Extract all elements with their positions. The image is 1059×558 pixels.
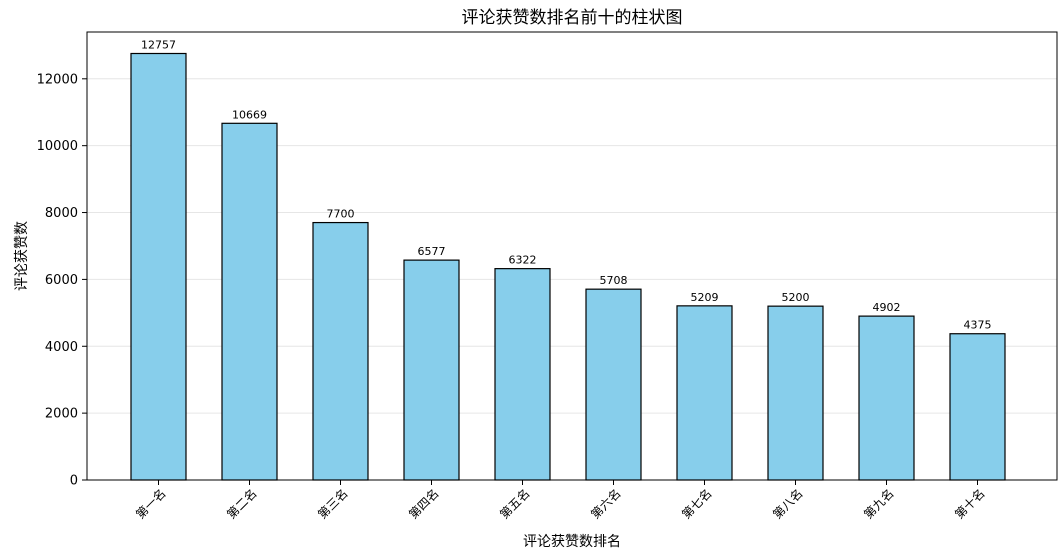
y-tick-label: 10000: [37, 139, 78, 154]
bar: [767, 305, 824, 481]
x-tick-label: 第十名: [952, 486, 988, 522]
x-tick-label: 第一名: [133, 486, 169, 522]
x-tick-label: 第七名: [679, 486, 715, 522]
bar-value-label: 5209: [691, 291, 719, 304]
bar-value-label: 4902: [873, 301, 901, 314]
bar-value-label: 12757: [141, 38, 176, 51]
y-tick-label: 8000: [45, 206, 78, 221]
bar-value-label: 6577: [418, 245, 446, 258]
y-tick-label: 6000: [45, 273, 78, 288]
bar-value-label: 5708: [600, 274, 628, 287]
chart-title: 评论获赞数排名前十的柱状图: [462, 8, 683, 28]
bar-value-label: 4375: [964, 319, 992, 332]
x-tick-label: 第五名: [497, 486, 533, 522]
x-tick-label: 第九名: [861, 486, 897, 522]
plot-frame: [86, 31, 1058, 481]
x-axis-ticks: 第一名 第二名 第三名 第四名 第五名 第六名 第七名 第八名 第九名 第十名: [133, 480, 988, 522]
x-axis-label: 评论获赞数排名: [523, 534, 621, 550]
x-tick-label: 第六名: [588, 486, 624, 522]
bars: [130, 52, 1006, 481]
bar: [221, 122, 278, 481]
y-axis-label: 评论获赞数: [14, 221, 30, 291]
x-tick-label: 第四名: [406, 486, 442, 522]
bar: [494, 268, 551, 481]
x-tick-label: 第八名: [770, 486, 806, 522]
y-tick-label: 2000: [45, 407, 78, 422]
bar-value-label: 10669: [232, 108, 267, 121]
bar-value-label: 5200: [782, 291, 810, 304]
bar-value-label: 6322: [509, 254, 537, 267]
bar: [585, 288, 642, 481]
x-tick-label: 第三名: [315, 486, 351, 522]
bar: [403, 259, 460, 481]
bar: [676, 305, 733, 481]
bar: [312, 221, 369, 481]
y-tick-label: 12000: [37, 72, 78, 87]
bar: [949, 333, 1006, 481]
y-tick-label: 4000: [45, 340, 78, 355]
bar: [858, 315, 915, 481]
x-tick-label: 第二名: [224, 486, 260, 522]
y-axis-ticks: 0 2000 4000 6000 8000 10000 12000: [37, 72, 87, 489]
y-tick-label: 0: [70, 474, 78, 489]
bar-value-label: 7700: [327, 208, 355, 221]
bar: [130, 52, 187, 481]
data-labels: 12757 10669 7700 6577 6322 5708 5209 5200 4902 43…: [141, 38, 992, 331]
